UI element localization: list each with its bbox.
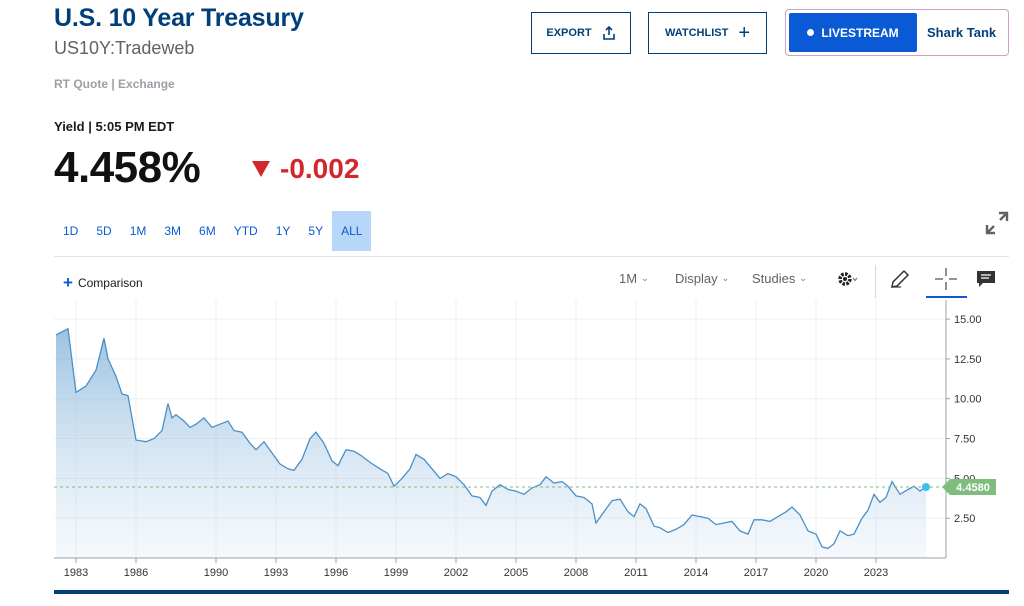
y-tick-label: 7.50 <box>954 434 975 446</box>
range-all[interactable]: ALL <box>332 211 372 251</box>
comparison-label: Comparison <box>77 275 143 290</box>
studies-dropdown[interactable]: Studies ⌄ <box>752 271 807 286</box>
x-tick-label: 2014 <box>684 567 708 579</box>
x-tick-label: 2017 <box>744 567 768 579</box>
show-link[interactable]: Shark Tank <box>927 25 997 40</box>
area-fill <box>56 328 926 558</box>
chevron-down-icon: ⌄ <box>799 273 807 283</box>
watchlist-label: WATCHLIST <box>664 27 729 39</box>
last-point-marker <box>922 483 930 492</box>
y-tick-label: 2.50 <box>954 513 975 525</box>
page-title: U.S. 10 Year Treasury <box>54 4 304 32</box>
active-tool-indicator <box>926 296 967 298</box>
x-tick-label: 1986 <box>124 567 148 579</box>
display-dropdown[interactable]: Display ⌄ <box>675 271 729 286</box>
yield-chart[interactable]: 15.0012.5010.007.505.002.501983198619901… <box>54 300 1014 590</box>
range-5d[interactable]: 5D <box>96 224 112 238</box>
x-tick-label: 1993 <box>264 567 288 579</box>
y-tick-label: 10.00 <box>954 394 982 406</box>
watchlist-button[interactable]: WATCHLIST + <box>648 12 767 54</box>
series-line <box>55 327 927 550</box>
display-label: Display <box>675 271 718 286</box>
x-tick-label: 1990 <box>204 567 228 579</box>
x-tick-label: 2020 <box>804 567 828 579</box>
x-tick-label: 1996 <box>324 567 348 579</box>
toolbar-divider <box>875 265 876 298</box>
y-tick-label: 12.50 <box>954 354 982 366</box>
plus-icon: + <box>738 22 751 44</box>
last-value-label: 4.4580 <box>956 482 990 494</box>
x-tick-label: 2023 <box>864 567 888 579</box>
share-icon <box>602 26 615 40</box>
x-tick-label: 1999 <box>384 567 408 579</box>
ticker-symbol: US10Y:Tradeweb <box>54 38 195 58</box>
interval-label: 1M <box>619 271 638 286</box>
range-ytd[interactable]: YTD <box>233 224 258 238</box>
x-tick-label: 2008 <box>564 567 588 579</box>
livestream-button[interactable]: LIVESTREAM <box>789 13 917 52</box>
export-button[interactable]: EXPORT <box>531 12 631 54</box>
range-3m[interactable]: 3M <box>164 224 182 238</box>
bottom-bar <box>54 590 1009 594</box>
x-tick-label: 2002 <box>444 567 468 579</box>
change-value: -0.002 <box>280 153 360 184</box>
y-tick-label: 15.00 <box>954 314 982 326</box>
live-dot-icon <box>807 29 815 36</box>
x-tick-label: 2005 <box>504 567 528 579</box>
price-value: 4.458% <box>54 143 201 192</box>
range-1y[interactable]: 1Y <box>275 224 291 238</box>
gear-icon[interactable] <box>834 266 860 292</box>
range-selector: 1D 5D 1M 3M 6M YTD 1Y 5Y ALL <box>54 211 372 251</box>
yield-timestamp: Yield | 5:05 PM EDT <box>54 119 175 134</box>
comment-icon[interactable] <box>974 266 1000 292</box>
chevron-down-icon: ⌄ <box>721 273 730 283</box>
livestream-widget: LIVESTREAM Shark Tank <box>785 9 1009 56</box>
livestream-label: LIVESTREAM <box>821 25 899 40</box>
range-5y[interactable]: 5Y <box>308 224 324 238</box>
x-tick-label: 2011 <box>624 567 648 579</box>
studies-label: Studies <box>752 271 796 286</box>
interval-dropdown[interactable]: 1M ⌄ <box>619 271 649 286</box>
price-change: -0.002 <box>252 153 359 185</box>
comparison-button[interactable]: + Comparison <box>63 274 143 291</box>
down-arrow-icon <box>252 161 270 177</box>
plus-icon: + <box>63 273 73 292</box>
range-6m[interactable]: 6M <box>199 224 216 238</box>
chevron-down-icon: ⌄ <box>641 273 649 283</box>
range-1d[interactable]: 1D <box>63 224 79 238</box>
rt-quote-label: RT Quote | Exchange <box>54 77 175 91</box>
last-value-badge <box>942 479 996 496</box>
x-tick-label: 1983 <box>64 567 88 579</box>
range-1m[interactable]: 1M <box>129 224 147 238</box>
expand-icon[interactable] <box>984 210 1010 236</box>
export-label: EXPORT <box>546 27 592 39</box>
pencil-icon[interactable] <box>887 266 913 292</box>
divider <box>54 256 1009 257</box>
crosshair-icon[interactable] <box>933 266 959 292</box>
